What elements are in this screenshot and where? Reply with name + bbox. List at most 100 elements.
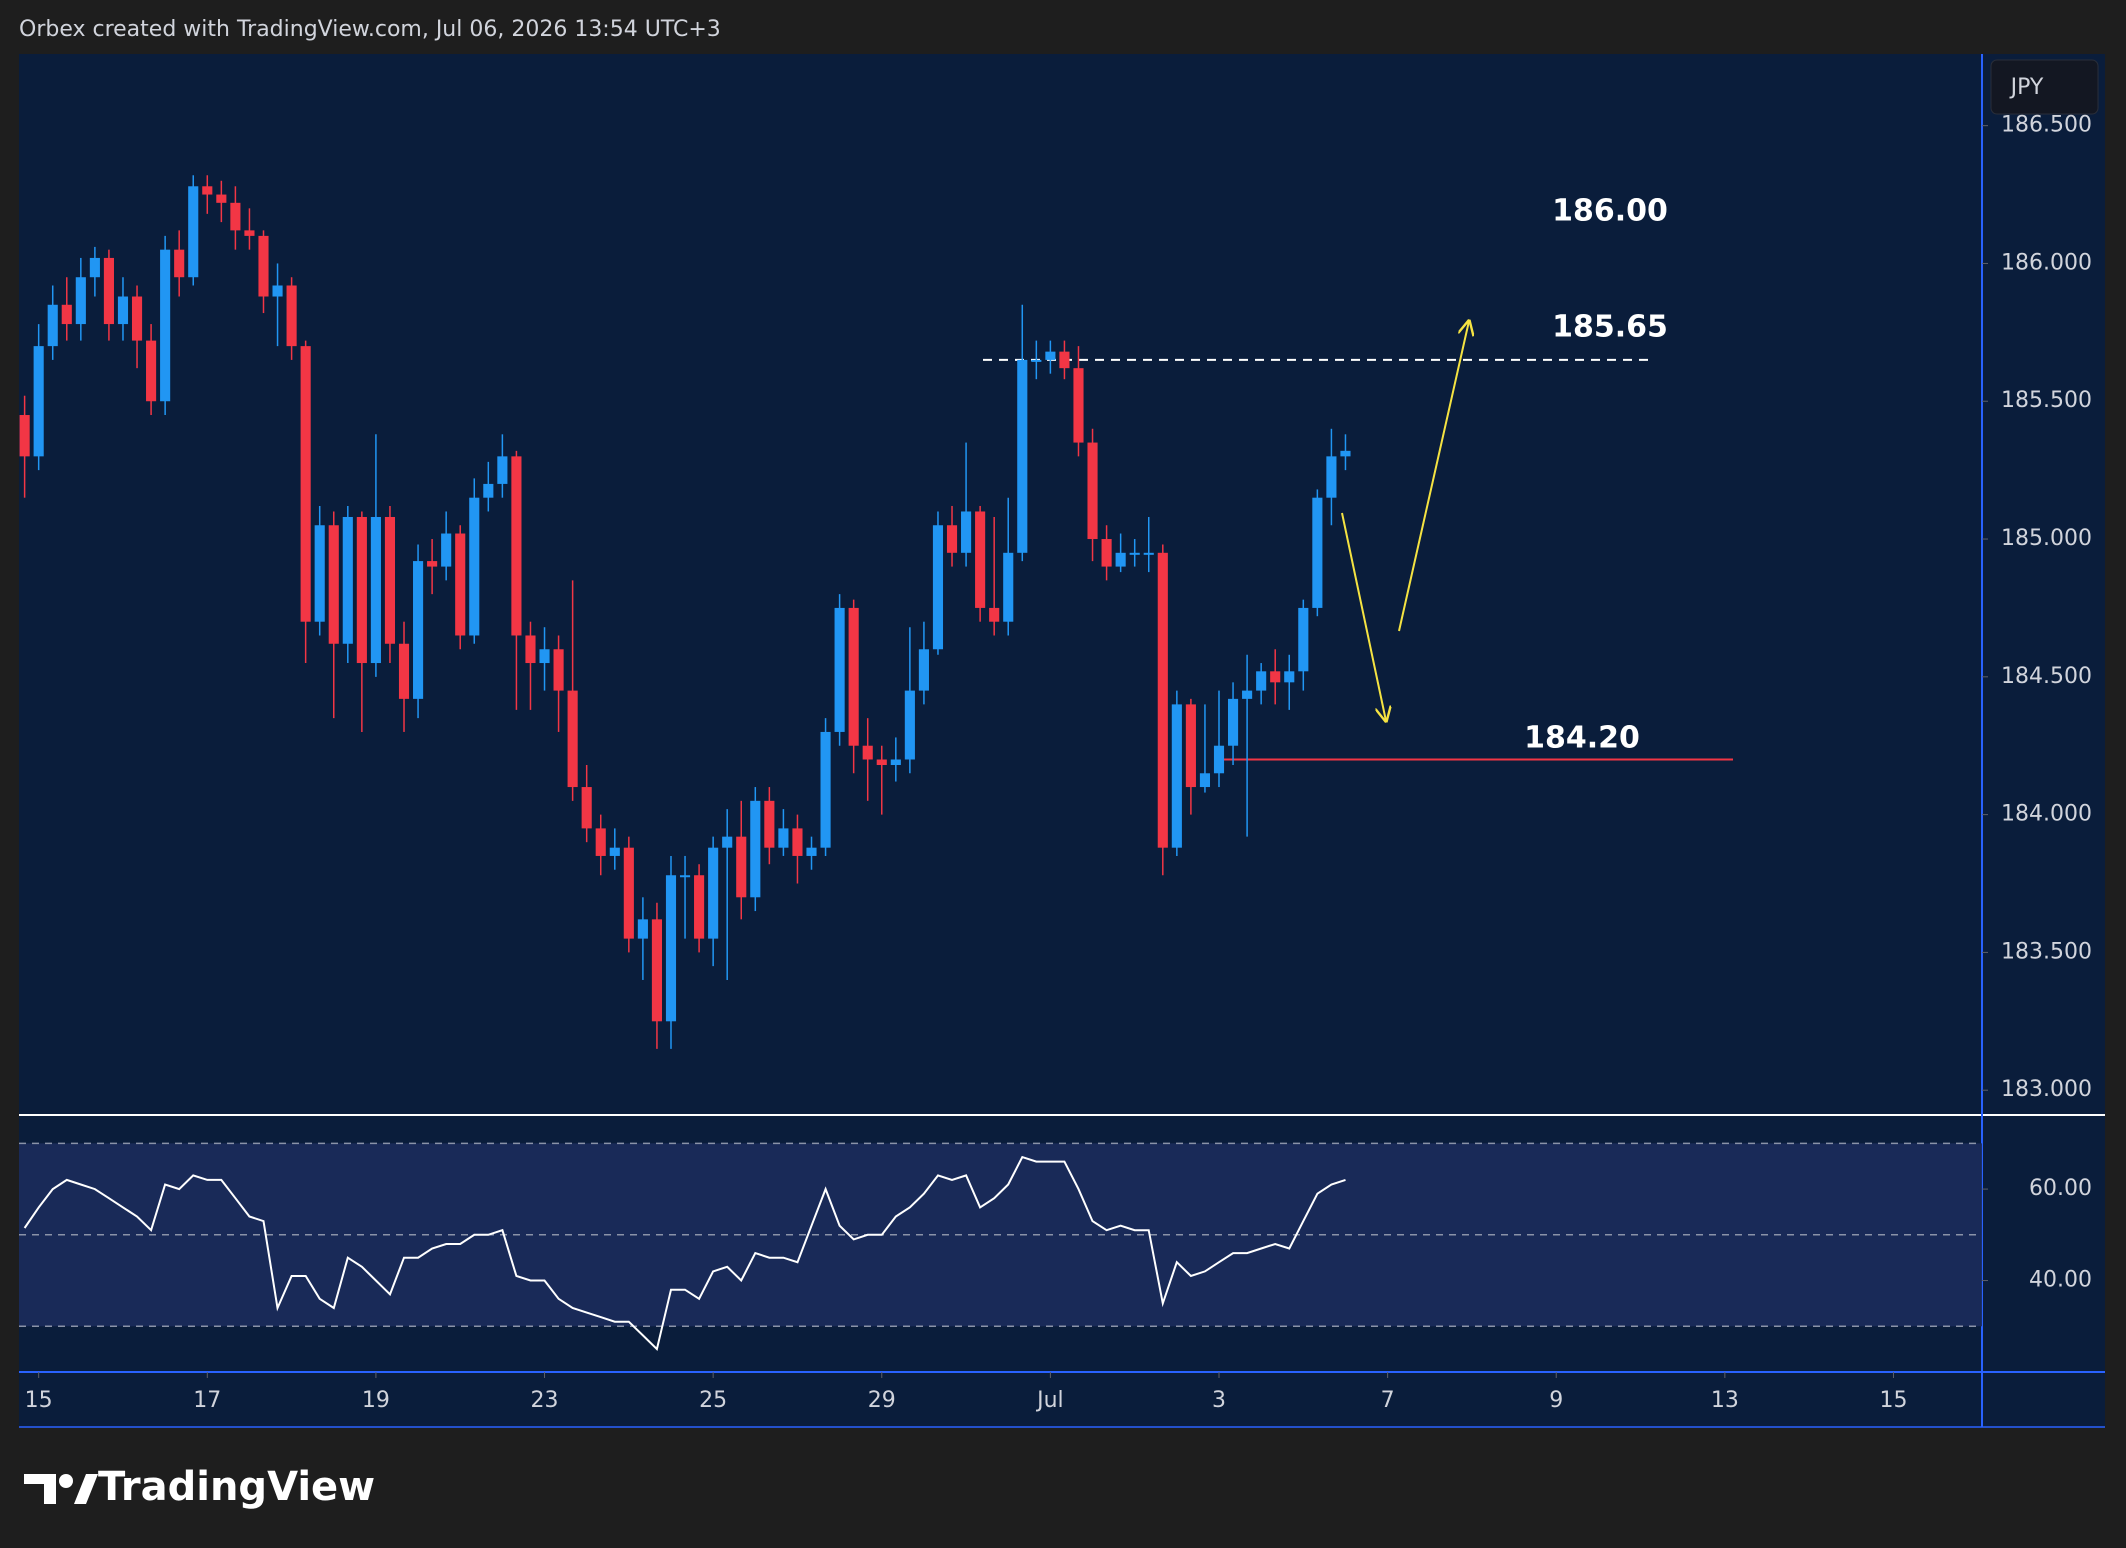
- candle-body: [679, 875, 691, 878]
- candle-body: [398, 643, 410, 699]
- price-axis-area: [1982, 54, 2105, 1427]
- candle-body: [1256, 671, 1267, 691]
- x-tick-label: 25: [699, 1388, 727, 1413]
- currency: JPY: [2009, 75, 2044, 100]
- candle-body: [989, 607, 1000, 622]
- y-tick-label: 40.00: [2029, 1268, 2092, 1293]
- y-tick-label: 186.500: [2001, 113, 2092, 138]
- brand: TradingView: [98, 1464, 375, 1510]
- annotation-label: 184.20: [1524, 721, 1640, 756]
- candle-body: [441, 533, 452, 567]
- candle-body: [146, 340, 157, 402]
- candle-body: [1101, 539, 1112, 567]
- candle-body: [131, 296, 143, 341]
- candle-body: [370, 516, 381, 664]
- candle-body: [665, 875, 677, 1022]
- x-tick-label: 3: [1212, 1388, 1226, 1413]
- x-tick-label: 29: [868, 1388, 896, 1413]
- candle-body: [1017, 359, 1028, 553]
- candle-body: [1045, 351, 1056, 360]
- x-tick-label: 17: [193, 1388, 221, 1413]
- y-tick-label: 186.000: [2001, 250, 2092, 275]
- candle-body: [539, 649, 550, 664]
- candle-body: [103, 257, 114, 325]
- x-tick-label: 23: [531, 1388, 559, 1413]
- candle-body: [722, 836, 733, 848]
- candle-body: [300, 346, 311, 622]
- candle-body: [328, 525, 339, 644]
- candle-body: [651, 919, 662, 1022]
- candle-body: [567, 690, 578, 788]
- candle-body: [975, 511, 986, 608]
- y-tick-label: 183.000: [2001, 1077, 2092, 1102]
- candle-body: [961, 511, 972, 553]
- candle-body: [932, 525, 944, 650]
- candle-body: [216, 194, 227, 203]
- candle-body: [413, 561, 424, 699]
- candle-body: [1059, 351, 1070, 369]
- arrow-up: [1398, 321, 1469, 632]
- candle-body: [1270, 671, 1281, 683]
- candle-body: [455, 533, 466, 636]
- candle-body: [258, 235, 269, 297]
- y-tick-label: 60.00: [2029, 1176, 2092, 1201]
- candle-body: [1284, 671, 1295, 683]
- candle-body: [356, 516, 367, 664]
- x-tick-label: 19: [362, 1388, 390, 1413]
- candle-body: [1073, 368, 1084, 443]
- candle-body: [1199, 773, 1211, 788]
- candle-body: [1157, 552, 1168, 848]
- candle-body: [750, 800, 761, 898]
- candle-body: [19, 415, 30, 457]
- candle-body: [708, 847, 719, 939]
- candle-body: [75, 277, 86, 325]
- candle-body: [1031, 359, 1042, 362]
- candle-body: [946, 525, 958, 553]
- candle-body: [1242, 690, 1253, 699]
- candle-body: [820, 731, 831, 848]
- x-tick-label: 9: [1549, 1388, 1563, 1413]
- candle-body: [47, 304, 58, 347]
- candle-body: [623, 847, 634, 939]
- candle-body: [862, 745, 873, 760]
- candle-body: [188, 186, 199, 278]
- candle-body: [595, 828, 606, 856]
- x-tick-label: 15: [1879, 1388, 1907, 1413]
- logo-icon: [24, 1474, 98, 1504]
- candle-body: [1171, 704, 1182, 848]
- candle-body: [160, 249, 171, 402]
- candle-body: [694, 875, 705, 939]
- arrow-down: [1341, 512, 1386, 721]
- candle-body: [272, 285, 283, 297]
- candle-body: [609, 847, 620, 856]
- candle-body: [1115, 552, 1126, 567]
- candle-body: [286, 285, 297, 347]
- candle-body: [553, 649, 564, 691]
- candle-body: [174, 249, 185, 278]
- candle-body: [469, 497, 480, 636]
- candle-body: [904, 690, 915, 760]
- candle-body: [61, 304, 72, 325]
- candle-body: [834, 607, 845, 732]
- x-tick-label: 15: [25, 1388, 53, 1413]
- x-tick-label: 13: [1711, 1388, 1739, 1413]
- candle-body: [525, 635, 536, 664]
- candle-body: [1312, 497, 1323, 608]
- annotation-label: 186.00: [1552, 194, 1668, 229]
- x-tick-label: Jul: [1035, 1388, 1064, 1413]
- x-tick-label: 7: [1381, 1388, 1395, 1413]
- candle-body: [736, 836, 747, 898]
- candle-body: [764, 800, 775, 848]
- candle-body: [202, 186, 213, 195]
- candle-body: [918, 649, 929, 691]
- candle-body: [314, 525, 325, 622]
- y-tick-label: 185.500: [2001, 388, 2092, 413]
- candle-body: [117, 296, 129, 325]
- candle-body: [384, 516, 396, 644]
- candle-body: [497, 456, 508, 484]
- y-tick-label: 183.500: [2001, 939, 2092, 964]
- candle-body: [427, 561, 438, 567]
- candle-body: [806, 847, 817, 856]
- candle-body: [1143, 552, 1154, 555]
